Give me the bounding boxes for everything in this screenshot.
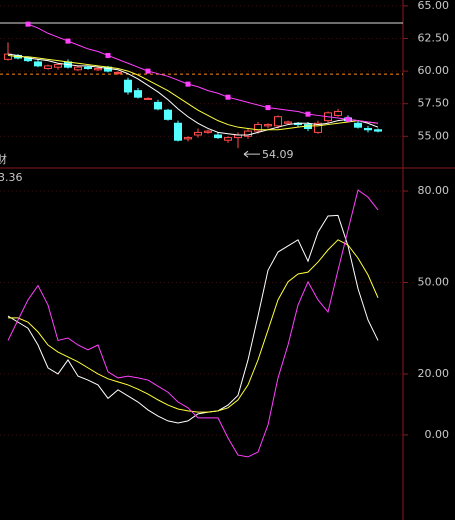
candle-body bbox=[54, 64, 62, 68]
candle-body bbox=[214, 134, 222, 139]
line-marker bbox=[65, 38, 71, 44]
y-tick-label: 80.00 bbox=[418, 184, 450, 197]
candle-body bbox=[124, 79, 132, 93]
candle-body bbox=[174, 122, 182, 141]
candle-body bbox=[254, 124, 262, 132]
candle-body bbox=[334, 111, 342, 116]
y-tick-label: 50.00 bbox=[418, 276, 450, 289]
candle-body bbox=[284, 121, 292, 124]
candle-body bbox=[44, 65, 52, 69]
candle-body bbox=[374, 129, 382, 132]
candle-body bbox=[34, 61, 42, 67]
series-line bbox=[7, 53, 379, 136]
line-marker bbox=[185, 81, 191, 87]
series-line bbox=[27, 23, 379, 124]
candle-body bbox=[164, 109, 172, 120]
candle-body bbox=[224, 137, 232, 141]
candle-body bbox=[244, 130, 252, 137]
candle-body bbox=[354, 122, 362, 128]
candle-body bbox=[364, 127, 372, 131]
candle-body bbox=[144, 97, 152, 100]
candle-body bbox=[74, 66, 82, 71]
y-tick-label: 65.00 bbox=[418, 0, 450, 12]
header-value: 3.36 bbox=[0, 171, 23, 184]
candle-body bbox=[274, 116, 282, 127]
series-line bbox=[7, 214, 379, 424]
side-label: 财 bbox=[0, 152, 7, 166]
line-marker bbox=[225, 94, 231, 100]
series-line bbox=[7, 54, 379, 131]
candle-body bbox=[264, 124, 272, 127]
line-marker bbox=[145, 68, 151, 74]
series-line bbox=[7, 189, 379, 458]
y-tick-label: 20.00 bbox=[418, 367, 450, 380]
line-marker bbox=[345, 116, 351, 122]
candle-body bbox=[94, 67, 102, 71]
y-tick-label: 55.00 bbox=[418, 129, 450, 142]
line-marker bbox=[25, 21, 31, 27]
candle-body bbox=[84, 66, 92, 69]
candle-body bbox=[184, 137, 192, 140]
y-tick-label: 57.50 bbox=[418, 97, 450, 110]
line-marker bbox=[105, 52, 111, 58]
series-line bbox=[8, 239, 379, 413]
y-tick-label: 60.00 bbox=[418, 64, 450, 77]
candle-body bbox=[194, 131, 202, 136]
y-tick-label: 0.00 bbox=[425, 428, 450, 441]
line-marker bbox=[305, 111, 311, 117]
candle-body bbox=[114, 71, 122, 74]
candle-body bbox=[134, 90, 142, 98]
annotation-arrow bbox=[243, 150, 260, 158]
candle-body bbox=[154, 101, 162, 110]
y-tick-label: 62.50 bbox=[418, 31, 450, 44]
line-marker bbox=[265, 105, 271, 111]
candle-body bbox=[204, 130, 212, 133]
annotation-label: 54.09 bbox=[262, 148, 294, 161]
candle-body bbox=[314, 122, 322, 133]
